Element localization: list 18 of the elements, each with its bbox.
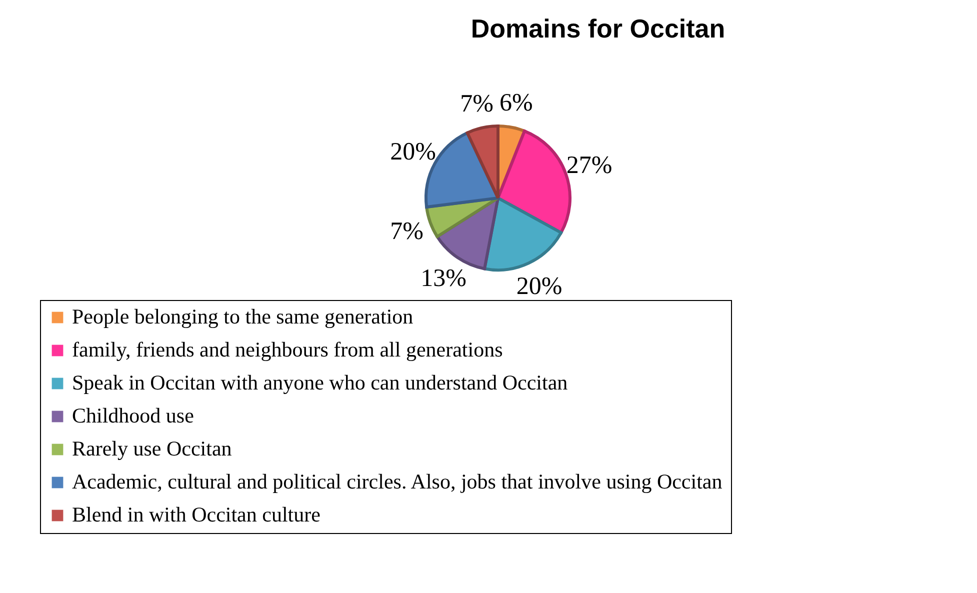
legend-label: Blend in with Occitan culture [72, 502, 320, 526]
legend-label: Speak in Occitan with anyone who can understand Occitan [72, 370, 568, 394]
data-label: 13% [420, 265, 466, 292]
pie-slice [436, 196, 500, 270]
data-label: 7% [460, 90, 494, 118]
data-label: 20% [390, 138, 436, 166]
legend-label: Rarely use Occitan [72, 436, 232, 460]
pie-slice [483, 196, 563, 272]
legend-label: People belonging to the same generation [72, 304, 414, 328]
legend-label: family, friends and neighbours from all generations [72, 338, 503, 362]
legend-label: Childhood use [72, 404, 194, 428]
data-label: 27% [566, 152, 612, 180]
legend-label: Academic, cultural and political circles. Also, jobs that involve using Occitan [72, 470, 723, 494]
data-label: 20% [516, 272, 562, 300]
chart-title: Domains for Occitan [470, 14, 726, 44]
data-label: 7% [390, 218, 424, 245]
pie-slice [466, 124, 500, 200]
data-label: 6% [500, 90, 533, 117]
